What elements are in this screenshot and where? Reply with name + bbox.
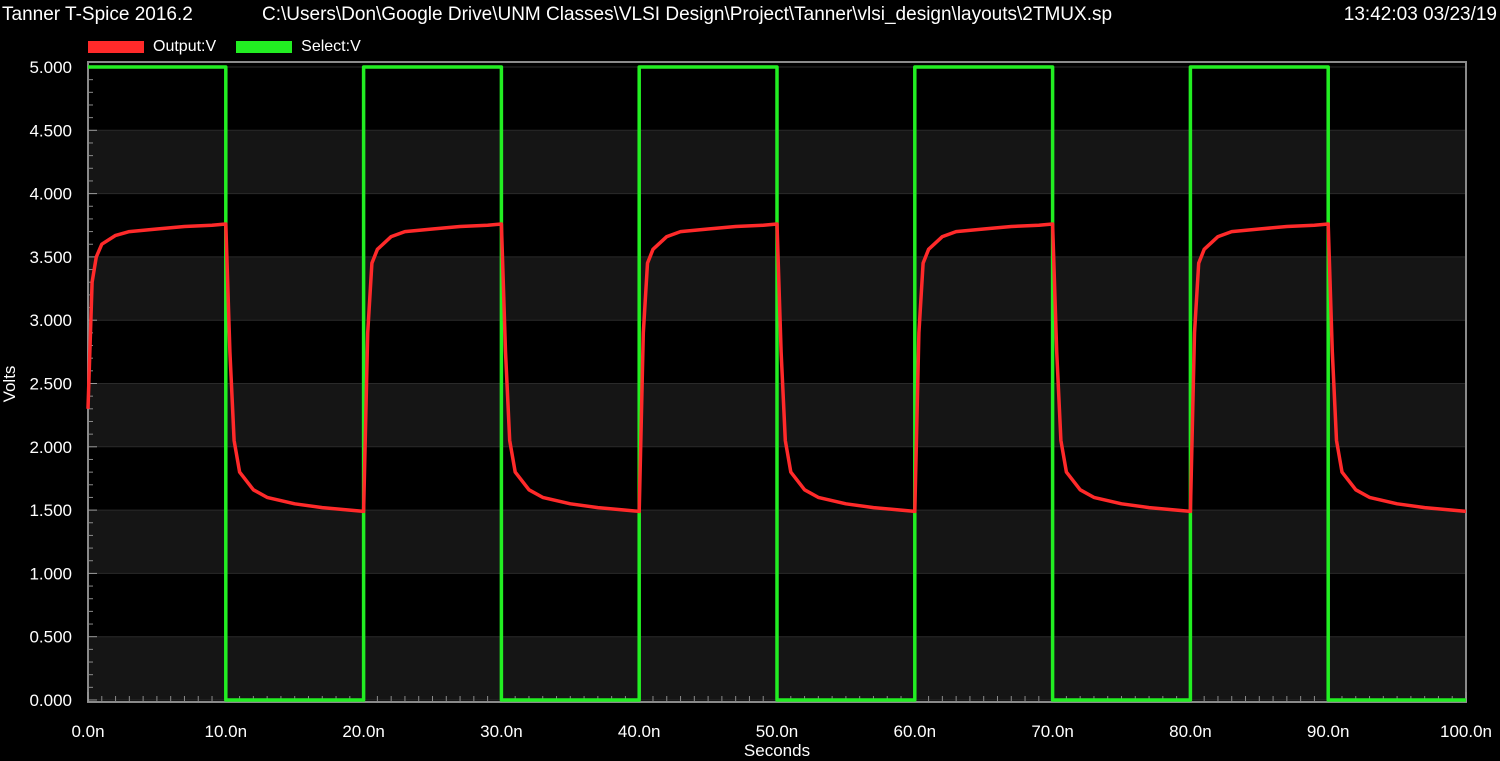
y-tick-label: 4.500 xyxy=(29,121,72,140)
y-axis-label: Volts xyxy=(0,366,19,403)
x-tick-label: 40.0n xyxy=(618,722,661,741)
app-title: Tanner T-Spice 2016.2 xyxy=(2,4,193,25)
x-tick-label: 90.0n xyxy=(1307,722,1350,741)
x-tick-labels: 0.0n 10.0n 20.0n 30.0n 40.0n 50.0n 60.0n 70.0n 8… xyxy=(71,722,1492,741)
y-tick-label: 5.000 xyxy=(29,58,72,77)
x-tick-label: 30.0n xyxy=(480,722,523,741)
legend-label-output: Output:V xyxy=(153,38,217,55)
output-series-line xyxy=(86,222,1467,514)
y-tick-labels: 0.000 0.500 1.000 1.500 2.000 2.500 3.000 3.500… xyxy=(29,58,72,710)
x-tick-label: 20.0n xyxy=(342,722,385,741)
y-tick-label: 0.000 xyxy=(29,691,72,710)
y-tick-label: 2.000 xyxy=(29,438,72,457)
legend-label-select: Select:V xyxy=(301,38,361,55)
y-tick-label: 2.500 xyxy=(29,375,72,394)
y-tick-label: 4.000 xyxy=(29,185,72,204)
x-tick-label: 0.0n xyxy=(71,722,104,741)
x-axis-label: Seconds xyxy=(744,741,810,760)
x-tick-label: 60.0n xyxy=(894,722,937,741)
series-lines xyxy=(86,65,1467,702)
select-series-line xyxy=(88,65,1466,702)
x-tick-label: 80.0n xyxy=(1169,722,1212,741)
y-tick-label: 3.000 xyxy=(29,311,72,330)
y-tick-label: 0.500 xyxy=(29,628,72,647)
select-swatch xyxy=(236,41,293,53)
legend-item-select[interactable]: Select:V xyxy=(236,38,361,56)
y-tick-label: 1.500 xyxy=(29,501,72,520)
file-path: C:\Users\Don\Google Drive\UNM Classes\VL… xyxy=(262,4,1113,25)
output-swatch xyxy=(88,41,144,53)
x-tick-label: 100.0n xyxy=(1440,722,1492,741)
legend-item-output[interactable]: Output:V xyxy=(88,38,216,56)
y-tick-label: 1.000 xyxy=(29,564,72,583)
timestamp: 13:42:03 03/23/19 xyxy=(1343,4,1497,25)
x-tick-label: 10.0n xyxy=(205,722,248,741)
x-tick-label: 70.0n xyxy=(1031,722,1074,741)
legend: Output:V Select:V xyxy=(88,38,381,56)
x-tick-label: 50.0n xyxy=(756,722,799,741)
y-tick-label: 3.500 xyxy=(29,248,72,267)
